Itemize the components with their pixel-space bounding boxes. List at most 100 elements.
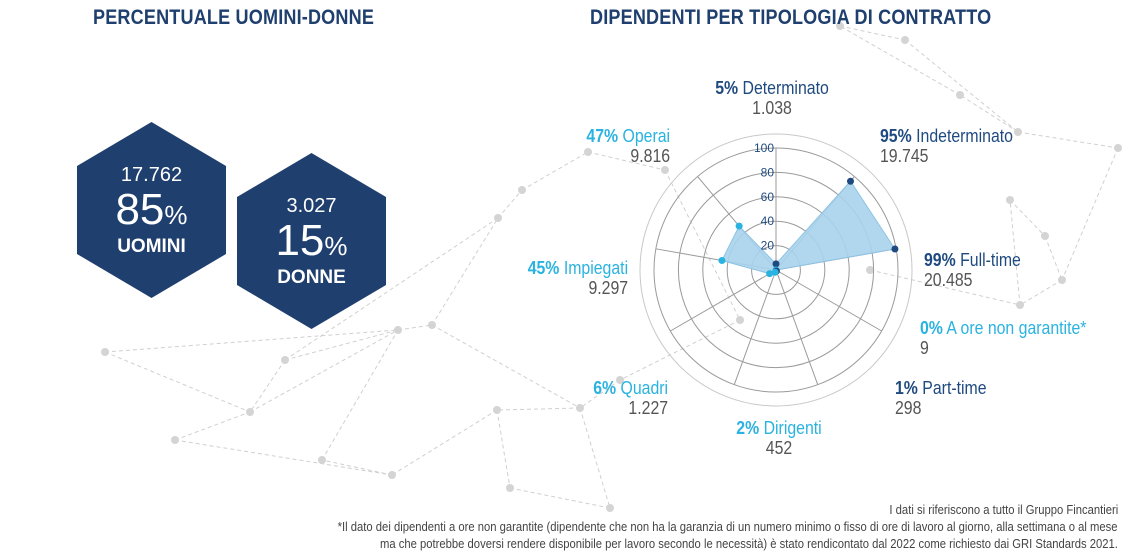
- network-line: [959, 94, 1019, 133]
- radar-tick-label: 20: [761, 239, 775, 253]
- network-node: [901, 36, 909, 44]
- network-line: [1009, 199, 1021, 306]
- network-line: [104, 351, 251, 413]
- network-line: [321, 459, 393, 476]
- women-percent: 15%: [275, 216, 348, 265]
- men-hexagon-shape: [77, 122, 226, 298]
- label-ore-non-garantite: 0% A ore non garantite* 9: [920, 318, 1087, 358]
- radar-tick-label: 40: [761, 214, 775, 228]
- men-hexagon: 17.762 85% UOMINI: [77, 122, 226, 298]
- radar-point-operai: [735, 222, 743, 230]
- network-line: [174, 439, 393, 476]
- network-line: [869, 269, 1021, 306]
- label-quadri: 6% Quadri 1.227: [593, 378, 668, 418]
- radar-tick-label: 80: [761, 165, 775, 179]
- network-node: [661, 166, 669, 174]
- network-line: [839, 25, 961, 96]
- network-node: [1114, 144, 1122, 152]
- label-fulltime: 99% Full-time 20.485: [924, 250, 1021, 290]
- network-node: [606, 504, 614, 512]
- network-node: [836, 22, 844, 30]
- women-hexagon: 3.027 15% DONNE: [237, 153, 386, 329]
- radar-tick-label: 60: [761, 190, 775, 204]
- network-node: [506, 484, 514, 492]
- network-node: [101, 348, 109, 356]
- label-parttime: 1% Part-time 298: [895, 378, 987, 418]
- network-node: [1058, 276, 1066, 284]
- radar-spoke: [670, 269, 777, 332]
- network-node: [428, 321, 436, 329]
- network-node: [1014, 128, 1022, 136]
- radar-point-fulltime: [891, 245, 899, 253]
- network-line: [619, 319, 741, 381]
- network-node: [956, 91, 964, 99]
- network-lines: [101, 22, 1122, 512]
- radar-point-determinato: [772, 260, 780, 268]
- network-line: [1017, 131, 1119, 149]
- network-line: [904, 39, 1019, 133]
- label-dirigenti: 2% Dirigenti 452: [736, 418, 822, 458]
- network-line: [1061, 147, 1119, 281]
- radar-tick-label: 100: [754, 141, 774, 155]
- label-determinato: 5% Determinato 1.038: [715, 78, 829, 118]
- radar-spoke: [775, 269, 882, 332]
- network-node: [1041, 232, 1049, 240]
- radar-point-dirigenti: [771, 268, 779, 276]
- radar-point-impiegati: [718, 256, 726, 264]
- network-line: [1019, 279, 1063, 306]
- men-percent: 85%: [115, 185, 188, 234]
- network-line: [1009, 199, 1046, 237]
- network-node: [518, 186, 526, 194]
- network-node: [736, 316, 744, 324]
- network-line: [249, 359, 286, 413]
- network-node: [281, 356, 289, 364]
- network-node: [616, 376, 624, 384]
- network-node: [1016, 301, 1024, 309]
- network-line: [1044, 235, 1063, 281]
- label-impiegati: 45% Impiegati 9.297: [527, 258, 628, 298]
- network-line: [431, 324, 581, 409]
- contract-section-title: DIPENDENTI PER TIPOLOGIA DI CONTRATTO: [590, 6, 992, 29]
- network-node: [493, 406, 501, 414]
- radar-point-quadri: [766, 270, 774, 278]
- network-line: [397, 324, 433, 331]
- network-node: [394, 326, 402, 334]
- network-node: [246, 408, 254, 416]
- footnote-scope: I dati si riferiscono a tutto il Gruppo …: [889, 503, 1118, 517]
- network-node: [318, 456, 326, 464]
- network-line: [521, 151, 589, 191]
- network-node: [866, 266, 874, 274]
- network-line: [249, 329, 399, 413]
- radar-area: [721, 180, 896, 275]
- network-line: [579, 407, 611, 509]
- radar-spoke: [733, 269, 777, 385]
- network-line: [509, 487, 611, 509]
- gender-section-title: PERCENTUALE UOMINI-DONNE: [93, 6, 375, 29]
- network-node: [584, 148, 592, 156]
- radar-spoke: [775, 269, 819, 385]
- network-line: [496, 409, 511, 489]
- women-count: 3.027: [286, 195, 337, 217]
- footnote-hours-line2: ma che potrebbe doversi rendere disponib…: [380, 537, 1118, 551]
- network-node: [388, 471, 396, 479]
- network-line: [587, 151, 666, 171]
- radar-point-indeterminato: [846, 177, 854, 185]
- network-node: [171, 436, 179, 444]
- network-node: [1006, 196, 1014, 204]
- men-count: 17.762: [120, 164, 183, 186]
- network-node: [576, 404, 584, 412]
- women-label: DONNE: [277, 267, 346, 288]
- label-indeterminato: 95% Indeterminato 19.745: [880, 126, 1013, 166]
- network-line: [497, 189, 523, 219]
- men-label: UOMINI: [117, 236, 186, 257]
- footnote-hours-line1: *Il dato dei dipendenti a ore non garant…: [338, 520, 1118, 534]
- radar-outer-ring: [639, 133, 913, 407]
- network-line: [284, 329, 399, 361]
- network-line: [284, 217, 499, 361]
- women-hexagon-shape: [237, 153, 386, 329]
- network-line: [174, 411, 251, 441]
- network-node: [494, 214, 502, 222]
- network-line: [579, 379, 621, 409]
